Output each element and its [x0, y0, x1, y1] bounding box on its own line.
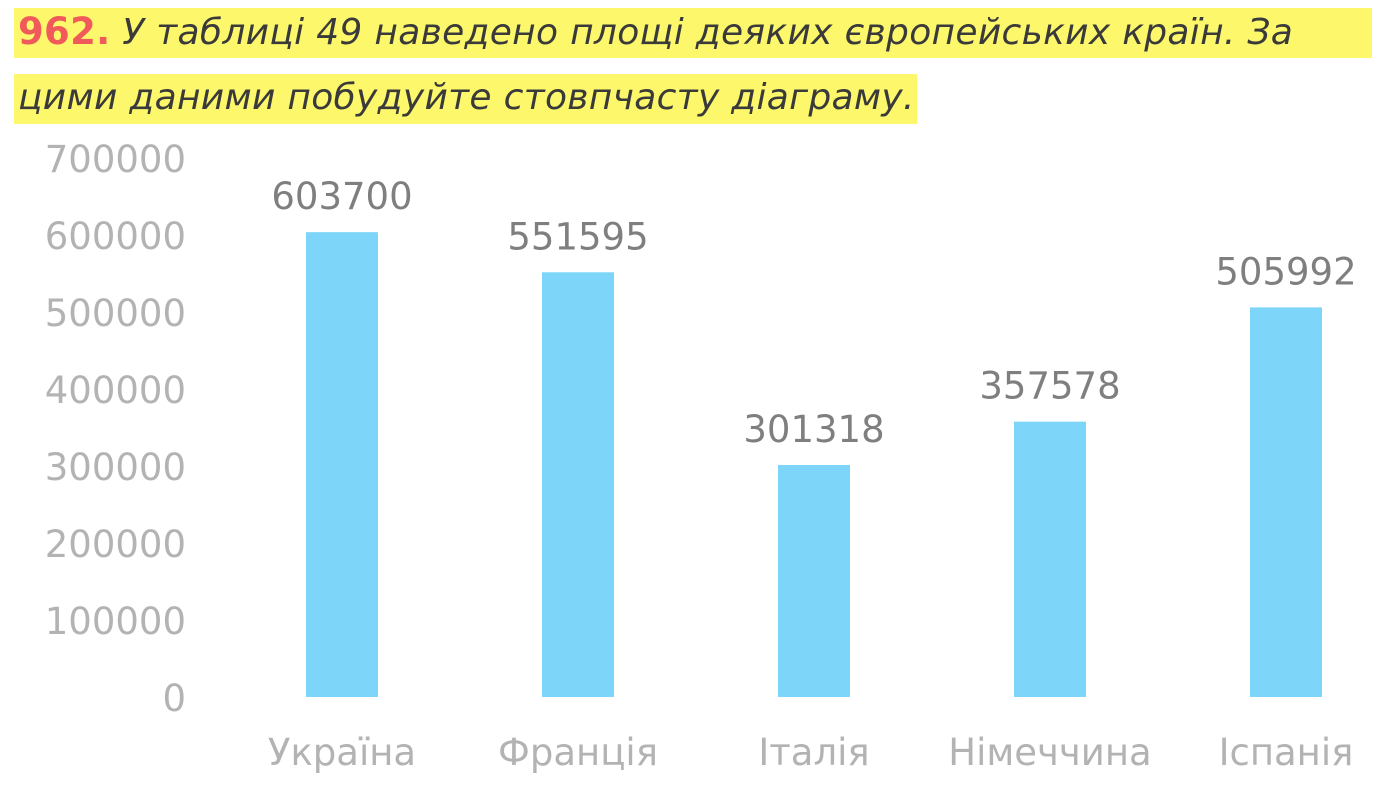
bar — [1250, 307, 1322, 697]
task-line-1: 962. У таблиці 49 наведено площі деяких … — [14, 8, 1372, 58]
data-label: 301318 — [743, 408, 884, 451]
task-text-line-1: У таблиці 49 наведено площі деяких європ… — [122, 12, 1294, 53]
x-tick-label: Італія — [758, 731, 869, 774]
x-tick-label: Іспанія — [1219, 731, 1354, 774]
x-tick-label: Україна — [268, 731, 416, 774]
bar — [542, 272, 614, 697]
task-text-line-2: цими даними побудуйте стовпчасту діаграм… — [18, 77, 915, 118]
data-label: 357578 — [979, 365, 1120, 408]
bar — [1014, 421, 1086, 697]
y-tick-label: 500000 — [45, 292, 186, 335]
data-label: 505992 — [1215, 250, 1356, 293]
y-tick-label: 700000 — [45, 138, 186, 181]
x-tick-label: Німеччина — [948, 731, 1151, 774]
data-labels: 603700 551595 301318 357578 505992 — [271, 175, 1356, 451]
task-text: 962. У таблиці 49 наведено площі деяких … — [14, 8, 1384, 124]
data-label: 551595 — [507, 215, 648, 258]
y-tick-label: 200000 — [45, 523, 186, 566]
task-line-2: цими даними побудуйте стовпчасту діаграм… — [14, 74, 917, 124]
y-tick-label: 0 — [162, 677, 186, 720]
y-tick-label: 600000 — [45, 215, 186, 258]
y-axis: 0 100000 200000 300000 400000 500000 600000 700… — [45, 138, 186, 720]
x-tick-label: Франція — [498, 731, 658, 774]
bar — [778, 464, 850, 697]
y-tick-label: 400000 — [45, 369, 186, 412]
x-axis: Україна Франція Італія Німеччина Іспанія — [268, 731, 1354, 774]
task-number: 962. — [18, 10, 111, 53]
data-label: 603700 — [271, 175, 412, 218]
bar — [306, 232, 378, 697]
y-tick-label: 300000 — [45, 446, 186, 489]
bars — [306, 232, 1322, 697]
y-tick-label: 100000 — [45, 600, 186, 643]
